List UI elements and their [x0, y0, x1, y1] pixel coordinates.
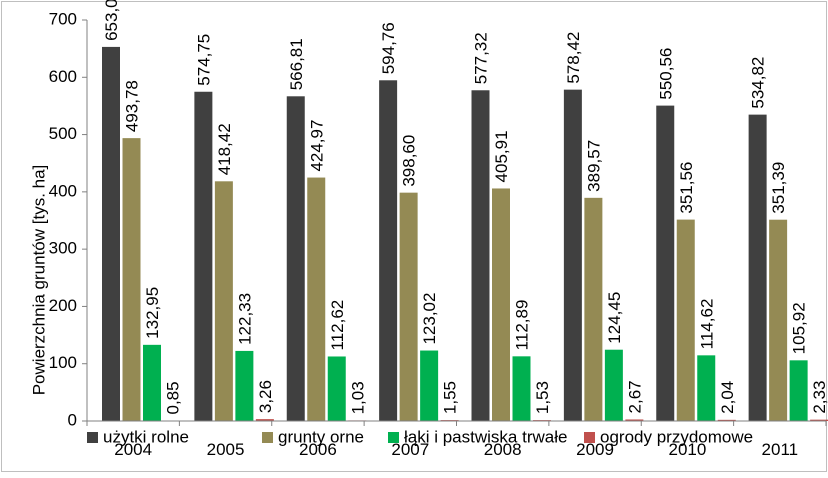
bars-group: [102, 46, 828, 422]
x-tick-label: 2009: [576, 440, 614, 459]
x-tick-label: 2010: [669, 440, 707, 459]
bar: [214, 181, 233, 421]
y-tick-label: 0: [68, 410, 77, 429]
data-label: 405,91: [492, 130, 511, 182]
y-axis: 0 100 200 300 400 500 600 700: [49, 9, 88, 429]
data-label: 351,39: [769, 162, 788, 214]
bar: [656, 105, 675, 421]
bar: [420, 350, 439, 421]
bar: [102, 46, 120, 421]
bar: [492, 188, 510, 421]
bar: [471, 90, 490, 422]
legend-swatch: [584, 432, 595, 443]
data-label: 550,56: [656, 48, 675, 100]
data-label: 2,33: [810, 381, 828, 414]
data-label: 534,82: [749, 57, 768, 109]
legend-swatch: [388, 432, 399, 443]
bar: [327, 356, 346, 421]
y-tick-label: 300: [49, 239, 77, 258]
bar: [255, 419, 274, 421]
bar: [604, 349, 623, 421]
x-tick-label: 2005: [207, 440, 245, 459]
data-label: 578,42: [564, 32, 583, 84]
legend-swatch: [87, 432, 98, 443]
bar: [697, 355, 716, 421]
y-tick-label: 500: [49, 124, 77, 143]
x-tick-label: 2011: [762, 440, 799, 459]
bar: [512, 356, 531, 421]
data-label: 418,42: [215, 123, 234, 175]
y-tick-label: 200: [49, 296, 77, 315]
legend: użytki rolne grunty orne łąki i pastwiska …: [87, 427, 753, 446]
data-label: 389,57: [584, 140, 603, 192]
bar: [399, 192, 418, 421]
x-tick-label: 2004: [114, 440, 152, 459]
legend-label: łąki i pastwiska trwałe: [404, 427, 567, 446]
bar: [143, 344, 161, 421]
bar: [122, 138, 141, 422]
bar: [748, 114, 767, 421]
bar: [563, 89, 582, 421]
bar: [769, 219, 788, 421]
data-label: 1,53: [533, 381, 552, 414]
bar: [717, 419, 736, 421]
legend-label: grunty orne: [278, 427, 364, 446]
data-label: 132,95: [143, 287, 162, 339]
bar: [810, 419, 828, 421]
data-label: 424,97: [307, 120, 326, 172]
data-label: 2,67: [625, 380, 644, 413]
data-label: 574,75: [194, 34, 213, 86]
bar: [584, 197, 603, 421]
data-label: 114,62: [697, 299, 716, 350]
data-label: 398,60: [400, 135, 419, 187]
bar: [235, 350, 254, 421]
bar: [379, 80, 398, 422]
legend-label: użytki rolne: [103, 427, 189, 446]
data-label: 2,04: [718, 381, 737, 414]
y-tick-label: 700: [49, 9, 77, 28]
data-label: 112,62: [328, 300, 347, 351]
data-label: 0,85: [164, 381, 183, 414]
data-label: 577,32: [472, 32, 491, 84]
bar: [789, 360, 808, 421]
x-tick-label: 2007: [391, 440, 429, 459]
data-label: 3,26: [256, 380, 275, 413]
data-label: 105,92: [790, 302, 809, 354]
data-label: 493,78: [123, 80, 142, 132]
data-label: 1,55: [441, 381, 460, 414]
legend-swatch: [262, 432, 273, 443]
data-label: 566,81: [287, 38, 306, 90]
data-label: 122,33: [235, 293, 254, 345]
data-label: 594,76: [379, 22, 398, 74]
bar: [625, 419, 644, 421]
x-axis: 2004 2005 2006 2007 2008 2009 2010 2011: [86, 420, 827, 459]
x-tick-label: 2006: [299, 440, 337, 459]
y-axis-title: Powierzchnia gruntów [tys. ha]: [29, 165, 48, 396]
data-label: 112,89: [513, 300, 532, 351]
bar: [286, 96, 305, 422]
y-tick-label: 100: [49, 353, 77, 372]
y-tick-label: 600: [49, 67, 77, 86]
y-tick-label: 400: [49, 181, 77, 200]
legend-label: ogrody przydomowe: [600, 427, 753, 446]
x-tick-label: 2008: [484, 440, 522, 459]
data-label: 1,03: [348, 381, 367, 414]
data-label: 351,56: [677, 162, 696, 214]
data-label: 124,45: [605, 292, 624, 344]
data-label: 123,02: [420, 293, 439, 345]
value-labels-group: 653,02 493,78 132,95 0,85 574,75 418,42 122,33…: [102, 0, 828, 415]
bar: [307, 177, 326, 421]
bar: [194, 91, 213, 421]
data-label: 653,02: [102, 0, 121, 41]
bar: [676, 219, 695, 421]
